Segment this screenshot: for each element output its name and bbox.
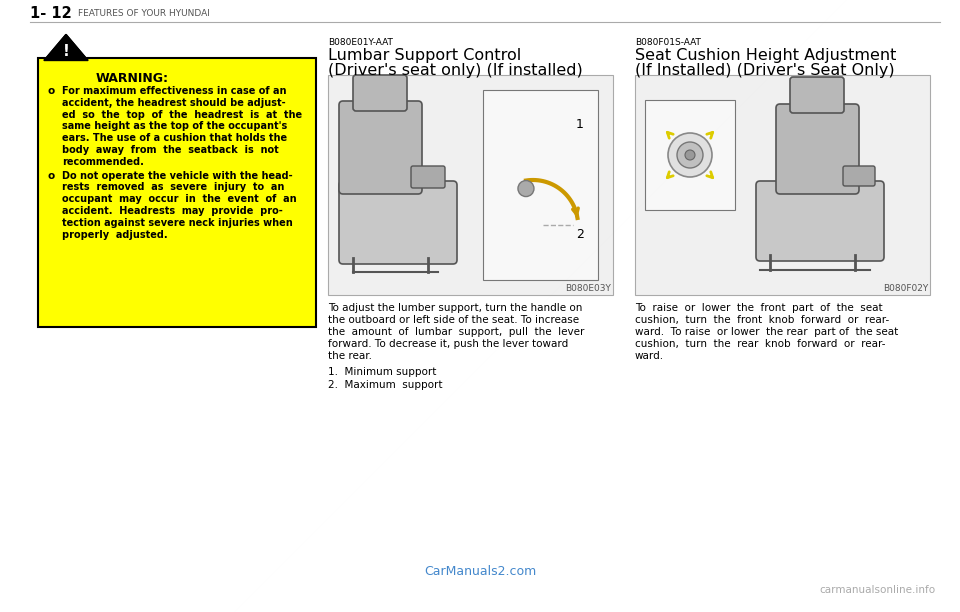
Circle shape: [685, 150, 695, 160]
Text: tection against severe neck injuries when: tection against severe neck injuries whe…: [62, 218, 293, 228]
Text: Seat Cushion Height Adjustment: Seat Cushion Height Adjustment: [635, 48, 897, 63]
Text: B080F01S-AAT: B080F01S-AAT: [635, 38, 701, 47]
FancyBboxPatch shape: [756, 181, 884, 261]
Text: cushion,  turn  the  rear  knob  forward  or  rear-: cushion, turn the rear knob forward or r…: [635, 339, 885, 349]
Text: ward.: ward.: [635, 351, 664, 361]
Text: 1.  Minimum support: 1. Minimum support: [328, 367, 437, 377]
Text: (Driver's seat only) (If installed): (Driver's seat only) (If installed): [328, 63, 583, 78]
Text: To  raise  or  lower  the  front  part  of  the  seat: To raise or lower the front part of the …: [635, 303, 882, 313]
Text: 2.  Maximum  support: 2. Maximum support: [328, 380, 443, 390]
Polygon shape: [44, 34, 88, 61]
FancyBboxPatch shape: [483, 90, 598, 280]
Text: B080E03Y: B080E03Y: [565, 284, 611, 293]
Circle shape: [668, 133, 712, 177]
Text: !: !: [62, 44, 69, 59]
Text: properly  adjusted.: properly adjusted.: [62, 230, 168, 240]
Text: the  amount  of  lumbar  support,  pull  the  lever: the amount of lumbar support, pull the l…: [328, 327, 585, 337]
Text: (If Installed) (Driver's Seat Only): (If Installed) (Driver's Seat Only): [635, 63, 895, 78]
Text: body  away  from  the  seatback  is  not: body away from the seatback is not: [62, 145, 278, 155]
FancyBboxPatch shape: [339, 101, 422, 194]
Text: o: o: [48, 86, 56, 96]
FancyBboxPatch shape: [635, 75, 930, 295]
Text: ed  so  the  top  of  the  headrest  is  at  the: ed so the top of the headrest is at the: [62, 110, 302, 119]
Text: Do not operate the vehicle with the head-: Do not operate the vehicle with the head…: [62, 171, 293, 181]
Circle shape: [518, 181, 534, 196]
Polygon shape: [44, 34, 88, 61]
Text: same height as the top of the occupant's: same height as the top of the occupant's: [62, 121, 287, 132]
Text: rests  removed  as  severe  injury  to  an: rests removed as severe injury to an: [62, 182, 284, 192]
Circle shape: [677, 142, 703, 168]
FancyBboxPatch shape: [353, 75, 407, 111]
Text: occupant  may  occur  in  the  event  of  an: occupant may occur in the event of an: [62, 194, 297, 204]
FancyBboxPatch shape: [843, 166, 875, 186]
Text: CarManuals2.com: CarManuals2.com: [424, 565, 536, 578]
Text: the rear.: the rear.: [328, 351, 372, 361]
Text: B080E01Y-AAT: B080E01Y-AAT: [328, 38, 393, 47]
Text: accident.  Headrests  may  provide  pro-: accident. Headrests may provide pro-: [62, 206, 283, 216]
FancyBboxPatch shape: [38, 58, 316, 327]
Text: 2: 2: [576, 228, 584, 242]
FancyBboxPatch shape: [645, 100, 735, 210]
Text: For maximum effectiveness in case of an: For maximum effectiveness in case of an: [62, 86, 286, 96]
Text: ward.  To raise  or lower  the rear  part of  the seat: ward. To raise or lower the rear part of…: [635, 327, 899, 337]
Text: o: o: [48, 171, 56, 181]
FancyBboxPatch shape: [328, 75, 613, 295]
FancyBboxPatch shape: [776, 104, 859, 194]
Text: Lumbar Support Control: Lumbar Support Control: [328, 48, 521, 63]
FancyBboxPatch shape: [339, 181, 457, 264]
FancyBboxPatch shape: [790, 77, 844, 113]
FancyBboxPatch shape: [411, 166, 445, 188]
Text: ears. The use of a cushion that holds the: ears. The use of a cushion that holds th…: [62, 133, 287, 143]
Text: 1- 12: 1- 12: [30, 7, 72, 21]
Text: recommended.: recommended.: [62, 157, 144, 167]
Text: cushion,  turn  the  front  knob  forward  or  rear-: cushion, turn the front knob forward or …: [635, 315, 889, 325]
Text: accident, the headrest should be adjust-: accident, the headrest should be adjust-: [62, 98, 286, 108]
Text: forward. To decrease it, push the lever toward: forward. To decrease it, push the lever …: [328, 339, 568, 349]
Text: To adjust the lumber support, turn the handle on: To adjust the lumber support, turn the h…: [328, 303, 583, 313]
Text: FEATURES OF YOUR HYUNDAI: FEATURES OF YOUR HYUNDAI: [78, 10, 210, 18]
Text: 1: 1: [576, 119, 584, 132]
Text: WARNING:: WARNING:: [96, 72, 169, 85]
Text: the outboard or left side of the seat. To increase: the outboard or left side of the seat. T…: [328, 315, 579, 325]
Text: B080F02Y: B080F02Y: [883, 284, 928, 293]
Text: !: !: [62, 44, 69, 59]
Text: carmanualsonline.info: carmanualsonline.info: [819, 585, 935, 595]
